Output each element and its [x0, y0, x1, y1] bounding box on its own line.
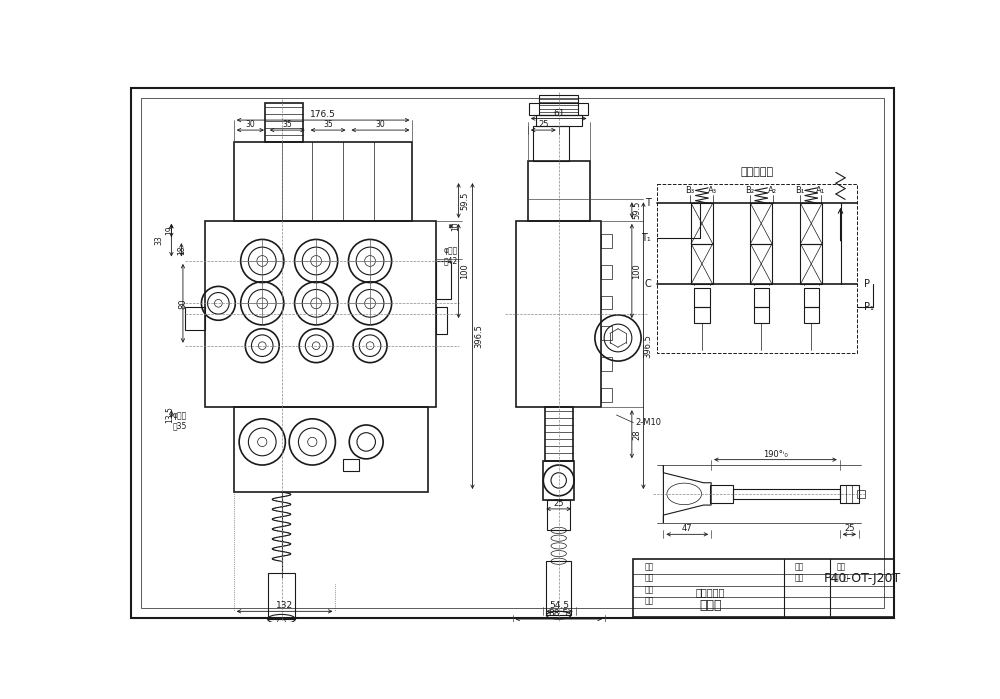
- Bar: [754, 288, 769, 307]
- Bar: [516, 221, 601, 408]
- Text: 25: 25: [553, 499, 564, 508]
- Text: 25: 25: [538, 120, 549, 129]
- Text: 190°ⁱ₀: 190°ⁱ₀: [763, 449, 788, 459]
- Text: φ屏孔
高35: φ屏孔 高35: [172, 411, 187, 431]
- Text: B₃: B₃: [685, 186, 694, 194]
- Bar: [547, 500, 570, 531]
- Text: P₁: P₁: [864, 302, 873, 312]
- Bar: [733, 489, 840, 499]
- Text: T: T: [645, 199, 651, 208]
- Text: P40-OT-J20T: P40-OT-J20T: [824, 572, 901, 585]
- Text: 10: 10: [451, 222, 460, 231]
- Text: 第  张: 第 张: [834, 574, 848, 583]
- Text: 59.5: 59.5: [460, 192, 469, 210]
- Text: P: P: [864, 279, 870, 289]
- Bar: [694, 307, 710, 322]
- Text: 多路阀: 多路阀: [699, 598, 722, 612]
- Bar: [691, 203, 713, 244]
- Bar: [800, 244, 822, 284]
- Bar: [536, 115, 582, 127]
- Bar: [694, 288, 710, 307]
- Text: 18: 18: [177, 245, 186, 254]
- Text: 33: 33: [155, 236, 164, 245]
- Text: 47: 47: [682, 524, 693, 533]
- Text: 比例: 比例: [794, 574, 804, 583]
- Bar: [601, 265, 612, 279]
- Text: 28: 28: [632, 429, 641, 440]
- Bar: [265, 103, 303, 142]
- Text: 工艺: 工艺: [644, 597, 653, 606]
- Bar: [529, 103, 588, 115]
- Text: 25: 25: [844, 524, 855, 533]
- Bar: [436, 261, 451, 299]
- Bar: [601, 296, 612, 310]
- Bar: [601, 357, 612, 371]
- Text: A₁: A₁: [816, 186, 825, 194]
- Bar: [750, 244, 772, 284]
- Text: 176.5: 176.5: [310, 110, 336, 120]
- Text: φ屏孔
高42: φ屏孔 高42: [443, 245, 457, 265]
- Text: 2-M10: 2-M10: [636, 418, 662, 427]
- Bar: [601, 234, 612, 248]
- Bar: [804, 307, 819, 322]
- Text: 132: 132: [276, 601, 293, 610]
- Text: B₂: B₂: [745, 186, 754, 194]
- Text: 校对: 校对: [644, 574, 653, 583]
- Bar: [804, 288, 819, 307]
- Bar: [545, 408, 573, 461]
- Bar: [601, 326, 612, 340]
- Text: 19: 19: [165, 226, 174, 236]
- Text: 35: 35: [282, 120, 292, 129]
- Text: 审核: 审核: [644, 585, 653, 594]
- Text: 100: 100: [460, 263, 469, 279]
- Bar: [543, 461, 574, 500]
- Text: 外型尺寸图: 外型尺寸图: [696, 587, 725, 597]
- Text: 396.5: 396.5: [474, 324, 483, 348]
- Text: A₃: A₃: [708, 186, 717, 194]
- Text: 100: 100: [632, 263, 641, 279]
- Bar: [800, 203, 822, 244]
- Bar: [754, 307, 769, 322]
- Text: 35: 35: [323, 120, 333, 129]
- Bar: [601, 388, 612, 402]
- Text: 设计: 设计: [644, 562, 653, 571]
- Bar: [234, 142, 412, 221]
- Bar: [539, 96, 578, 115]
- Text: 图号: 图号: [837, 562, 846, 571]
- Bar: [205, 221, 436, 408]
- Bar: [343, 459, 358, 471]
- Text: 80: 80: [178, 298, 187, 309]
- Bar: [268, 572, 295, 619]
- Text: 61: 61: [553, 108, 564, 117]
- Bar: [633, 559, 894, 617]
- Text: 13.5: 13.5: [165, 406, 174, 423]
- Bar: [185, 307, 205, 331]
- Text: A₂: A₂: [768, 186, 777, 194]
- Bar: [657, 184, 857, 354]
- Text: 材料: 材料: [794, 562, 804, 571]
- Text: 54.5: 54.5: [549, 601, 569, 610]
- Bar: [710, 484, 733, 503]
- Text: 30: 30: [376, 120, 385, 129]
- Text: 液压原理图: 液压原理图: [741, 168, 774, 178]
- Text: 59.5: 59.5: [632, 201, 641, 219]
- Bar: [436, 307, 447, 334]
- Bar: [691, 244, 713, 284]
- Bar: [533, 127, 569, 161]
- Bar: [234, 408, 428, 492]
- Text: 30: 30: [245, 120, 255, 129]
- Bar: [840, 484, 859, 503]
- Bar: [546, 561, 571, 615]
- Bar: [750, 203, 772, 244]
- Bar: [857, 490, 865, 498]
- Text: 88.5: 88.5: [549, 609, 569, 618]
- Text: C: C: [644, 279, 651, 289]
- Text: T₁: T₁: [641, 233, 651, 243]
- Text: B₁: B₁: [795, 186, 804, 194]
- Text: 396.5: 396.5: [644, 333, 653, 358]
- Bar: [528, 161, 590, 221]
